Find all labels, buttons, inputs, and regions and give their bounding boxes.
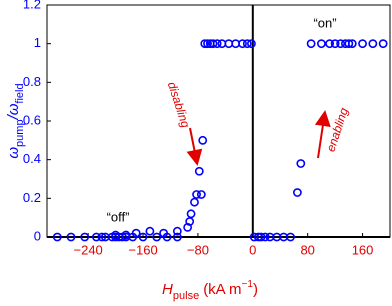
point bbox=[66, 232, 76, 242]
x-tick-label: −80 bbox=[187, 242, 209, 257]
point bbox=[196, 190, 206, 199]
point bbox=[368, 39, 378, 49]
point bbox=[198, 135, 208, 145]
point bbox=[247, 39, 256, 49]
point bbox=[260, 232, 270, 242]
x-axis-label: Hpulse (kA m−1) bbox=[162, 279, 258, 302]
point bbox=[292, 188, 302, 197]
annotation: enabling bbox=[324, 106, 351, 154]
point bbox=[238, 39, 247, 49]
point bbox=[91, 232, 101, 242]
x-label-unit: (kA m bbox=[203, 281, 241, 298]
point bbox=[152, 232, 162, 242]
disabling-arrow bbox=[186, 127, 203, 166]
y-label-num-sub: pump bbox=[14, 119, 26, 147]
y-tick-label: 0 bbox=[34, 228, 41, 243]
point bbox=[336, 39, 346, 49]
point bbox=[159, 228, 169, 238]
x-tick-label: 0 bbox=[249, 242, 256, 257]
point bbox=[52, 232, 62, 242]
point bbox=[325, 39, 335, 49]
point bbox=[121, 230, 131, 240]
point bbox=[80, 232, 90, 242]
annotation: “off” bbox=[107, 209, 130, 224]
point bbox=[111, 230, 120, 240]
annotation: disabling bbox=[165, 80, 193, 130]
x-tick-label: 160 bbox=[352, 242, 374, 257]
enabling-arrow bbox=[314, 110, 331, 159]
y-tick-label: 1.2 bbox=[23, 0, 41, 11]
point bbox=[286, 232, 295, 242]
point bbox=[344, 39, 354, 49]
point bbox=[330, 39, 340, 49]
point bbox=[212, 39, 222, 49]
point bbox=[296, 159, 306, 168]
point bbox=[186, 209, 196, 219]
x-tick-label: −240 bbox=[74, 242, 103, 257]
y-tick-label: 0.8 bbox=[23, 74, 41, 89]
point bbox=[208, 39, 218, 49]
point bbox=[358, 39, 367, 49]
y-tick-label: 0.2 bbox=[23, 190, 41, 205]
y-tick-label: 0.4 bbox=[23, 151, 41, 166]
point bbox=[242, 39, 252, 49]
point bbox=[200, 39, 210, 49]
x-tick-label: 80 bbox=[300, 242, 314, 257]
x-label-main: H bbox=[162, 281, 173, 298]
y-axis-label: ωpump/ωfield bbox=[5, 83, 26, 158]
point bbox=[316, 39, 326, 49]
point bbox=[190, 197, 199, 207]
point bbox=[378, 39, 388, 49]
point bbox=[194, 166, 204, 176]
y-label-num: ω bbox=[5, 147, 22, 159]
y-tick-label: 1 bbox=[34, 35, 41, 50]
x-label-close: ) bbox=[253, 281, 258, 298]
point bbox=[172, 232, 182, 242]
y-label-den-sub: field bbox=[14, 83, 26, 103]
point bbox=[138, 232, 148, 242]
point bbox=[192, 190, 201, 199]
y-label-slash: /ω bbox=[5, 103, 22, 120]
point bbox=[97, 232, 107, 242]
x-label-sub: pulse bbox=[173, 290, 199, 302]
point bbox=[203, 39, 212, 49]
point bbox=[256, 232, 266, 242]
x-tick-label: −160 bbox=[128, 242, 157, 257]
y-tick-label: 0.6 bbox=[23, 112, 41, 127]
point bbox=[347, 39, 357, 49]
point bbox=[306, 39, 316, 49]
point bbox=[131, 228, 141, 238]
point bbox=[145, 226, 155, 236]
x-label-sup: −1 bbox=[242, 279, 254, 290]
annotation: “on” bbox=[313, 15, 336, 30]
point bbox=[172, 226, 182, 236]
